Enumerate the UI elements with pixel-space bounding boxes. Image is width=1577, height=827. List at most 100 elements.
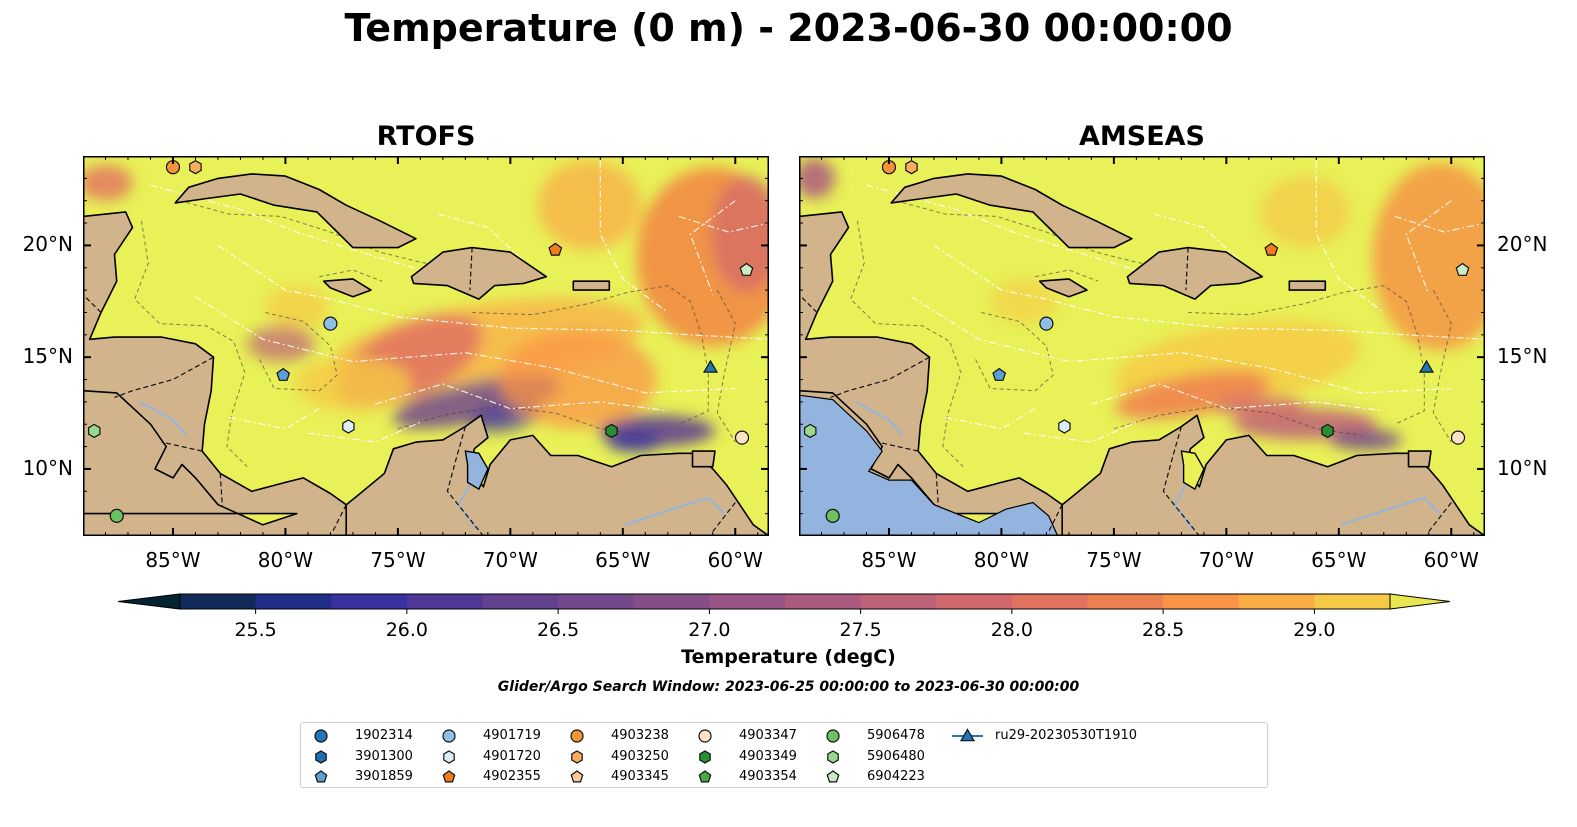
lon-tick-label: 80°W (973, 548, 1030, 572)
legend-label: 1902314 (355, 728, 413, 743)
legend-marker-4903238[interactable] (570, 729, 584, 743)
legend-marker-4903347[interactable] (698, 729, 712, 743)
bathymetry-contour (179, 200, 448, 269)
colorbar-tick-label: 25.5 (234, 619, 276, 641)
platform-marker-4903347[interactable] (1450, 430, 1466, 445)
colorbar-segment (406, 594, 483, 609)
colorbar-label: Temperature (degC) (681, 646, 896, 668)
legend-marker-4903349[interactable] (699, 749, 711, 764)
platform-marker-3901859[interactable] (276, 367, 291, 381)
platform-marker-3901859[interactable] (992, 367, 1007, 381)
track-line (195, 296, 736, 394)
map-frame-border (83, 156, 769, 536)
lon-tick-label: 75°W (370, 548, 426, 572)
land-yucatan_ca (83, 211, 354, 536)
land-hispaniola (1126, 246, 1264, 300)
platform-marker-4903250[interactable] (189, 160, 202, 175)
legend-marker-4901719[interactable] (442, 729, 456, 743)
legend-marker-4903345[interactable] (570, 770, 584, 783)
legend-marker-4902355[interactable] (442, 770, 456, 783)
colorbar-segment (482, 594, 559, 609)
sst-field-anomalies (799, 158, 1485, 450)
bathymetry-contour (1188, 285, 1425, 425)
platform-marker-4901720[interactable] (1058, 419, 1071, 434)
legend-marker-6904223[interactable] (826, 770, 840, 783)
bathymetry-contour (895, 200, 1164, 269)
lat-tick-label-right: 15°N (1497, 344, 1548, 369)
legend-marker-4903250[interactable] (571, 749, 583, 764)
legend-label: 4903238 (611, 728, 669, 743)
land-southamerica (345, 414, 769, 536)
legend-label: 4902355 (483, 769, 541, 784)
map-frame-border (799, 156, 1485, 536)
colorbar-tick-label: 26.5 (537, 619, 579, 641)
platform-marker-5906480[interactable] (87, 423, 101, 439)
colorbar-tick-label: 26.0 (386, 619, 428, 641)
platform-marker-4902355[interactable] (1264, 242, 1279, 256)
legend-marker-ru29-20230530T1910[interactable] (959, 728, 976, 742)
track-line (438, 213, 523, 260)
legend-marker-3901300[interactable] (315, 749, 327, 764)
land-cuba (890, 173, 1133, 249)
platform-marker-4903349[interactable] (1321, 423, 1334, 439)
platform-marker-ru29-20230530T1910[interactable] (1418, 359, 1435, 373)
bathymetry-contour (134, 220, 248, 468)
colorbar-segment (180, 594, 257, 609)
track-line (150, 184, 466, 284)
platform-marker-5906478[interactable] (109, 508, 124, 523)
platform-marker-5906478[interactable] (825, 508, 840, 523)
country-border (935, 473, 939, 507)
river (624, 496, 725, 526)
legend-label: ru29-20230530T1910 (995, 728, 1138, 743)
platform-marker-5906480[interactable] (803, 423, 817, 439)
legend-marker-5906480[interactable] (827, 749, 839, 764)
legend-label: 4903349 (739, 748, 797, 764)
legend-marker-4903354[interactable] (698, 770, 712, 783)
country-border (446, 426, 484, 536)
lon-tick-label: 85°W (861, 548, 917, 572)
track-line (1405, 200, 1452, 295)
upwelling-core-east (607, 432, 661, 453)
lon-tick-label: 65°W (1311, 548, 1367, 572)
lon-tick-label: 70°W (1198, 548, 1254, 572)
platform-marker-4901720[interactable] (342, 419, 355, 434)
platform-marker-4903349[interactable] (605, 423, 618, 439)
colorbar-outline (179, 593, 1391, 610)
rtofs-map[interactable] (83, 156, 769, 536)
country-border (83, 294, 102, 313)
legend-marker-3901859[interactable] (314, 770, 328, 783)
platform-marker-6904223[interactable] (739, 262, 754, 276)
legend-label: 6904223 (867, 769, 925, 784)
bathymetry-contour (472, 285, 709, 425)
colorbar-segment (633, 594, 710, 609)
country-border (1162, 426, 1200, 536)
platform-marker-4901719[interactable] (1039, 316, 1054, 331)
country-border (114, 356, 214, 398)
country-border (161, 441, 203, 452)
bathymetry-contour (257, 312, 338, 392)
colorbar-segment (1011, 594, 1088, 609)
track-line (229, 408, 320, 430)
platform-marker-4903250[interactable] (905, 160, 918, 175)
platform-marker-4903347[interactable] (734, 430, 750, 445)
platform-marker-4901719[interactable] (323, 316, 338, 331)
country-border (830, 356, 930, 398)
colorbar-segment (709, 594, 786, 609)
colorbar-segment (785, 594, 862, 609)
legend-marker-4901720[interactable] (443, 749, 455, 764)
platform-marker-6904223[interactable] (1455, 262, 1470, 276)
upwelling-core (1329, 429, 1402, 450)
colorbar-segment (1314, 594, 1391, 609)
river (138, 401, 188, 437)
legend-marker-5906478[interactable] (826, 729, 840, 743)
warm-north (1260, 176, 1351, 248)
platform-marker-4902355[interactable] (548, 242, 563, 256)
lat-tick-label-right: 10°N (1497, 455, 1548, 480)
country-border (332, 504, 347, 532)
amseas-map[interactable] (799, 156, 1485, 536)
river (1340, 496, 1441, 526)
colorbar-segment (1087, 594, 1164, 609)
legend-marker-1902314[interactable] (314, 729, 328, 743)
land-puertorico (572, 280, 611, 291)
platform-marker-ru29-20230530T1910[interactable] (702, 359, 719, 373)
